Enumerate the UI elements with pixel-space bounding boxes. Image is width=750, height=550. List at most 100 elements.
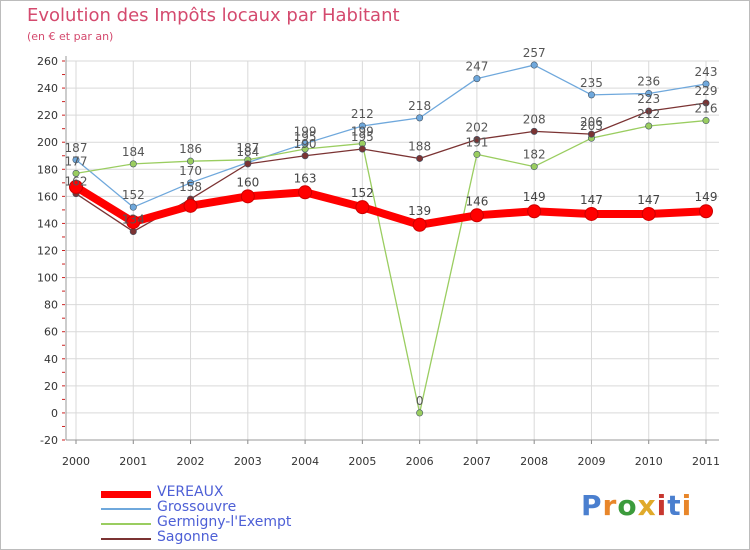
x-tick-label: 2003 [234,455,262,468]
y-tick-label: 120 [37,245,58,258]
data-point [129,203,137,211]
data-label: 202 [465,121,488,135]
data-label: 182 [523,148,546,162]
data-point [473,136,481,144]
data-point [416,154,424,162]
data-label: 147 [580,193,603,207]
x-tick-label: 2010 [635,455,663,468]
data-point [641,206,656,221]
data-point [69,179,83,194]
data-label: 188 [408,139,431,153]
data-point [702,99,710,107]
proxiti-logo: Proxiti [581,489,692,522]
data-point [244,160,252,168]
data-point [527,204,542,219]
logo-letter: t [667,489,682,522]
data-point [530,163,538,171]
data-label: 212 [637,107,660,121]
legend-label: Grossouvre [157,499,237,515]
data-label: 243 [695,65,718,79]
y-tick-label: 20 [44,380,58,393]
data-label: 139 [408,204,431,218]
data-label: 147 [637,193,660,207]
legend-label: Sagonne [157,529,219,545]
y-tick-label: -20 [40,434,58,447]
data-point [358,145,366,153]
data-point [645,122,653,130]
data-point [530,61,538,69]
data-label: 212 [351,107,374,121]
x-tick-label: 2004 [291,455,319,468]
y-tick-label: 200 [37,136,58,149]
y-tick-label: 60 [44,326,58,339]
y-tick-label: 260 [37,55,58,68]
data-label: 199 [351,125,374,139]
data-label: 229 [695,84,718,98]
legend-item: Germigny-l'Exempt [101,514,361,531]
data-label: 235 [580,76,603,90]
x-tick-label: 2000 [62,455,90,468]
data-point [702,117,710,125]
data-point [416,409,424,417]
data-label: 218 [408,99,431,113]
legend-swatch [101,490,151,498]
data-label: 152 [351,186,374,200]
data-point [473,75,481,83]
data-label: 208 [523,112,546,126]
data-label: 184 [236,145,259,159]
data-point [126,215,141,230]
data-label: 134 [122,213,145,227]
data-point [469,208,484,223]
data-label: 177 [65,154,88,168]
data-point [645,107,653,115]
data-point [301,145,309,153]
data-point [530,127,538,135]
data-point [416,114,424,122]
chart-subtitle: (en € et par an) [27,30,114,43]
data-point [72,156,80,164]
logo-letter: o [617,489,638,522]
data-point [187,179,195,187]
data-label: 146 [465,194,488,208]
data-point [473,150,481,158]
data-point [584,206,599,221]
data-label: 186 [179,142,202,156]
y-tick-label: 240 [37,82,58,95]
legend: VEREAUX Grossouvre Germigny-l'Exempt Sagonn… [101,484,361,546]
logo-letter: i [681,489,693,522]
legend-swatch [101,538,151,540]
x-tick-label: 2002 [177,455,205,468]
legend-swatch [101,523,151,525]
legend-item: VEREAUX [101,484,361,501]
x-tick-label: 2007 [463,455,491,468]
data-label: 0 [416,394,424,408]
series-line-germigny-l-exempt [75,119,707,414]
data-label: 187 [236,141,259,155]
legend-item: Grossouvre [101,499,361,516]
logo-letter: x [637,489,657,522]
x-tick-label: 2001 [119,455,147,468]
data-point [183,198,198,213]
data-point [355,200,370,215]
data-point [587,91,595,99]
data-label: 247 [465,60,488,74]
y-tick-label: 140 [37,217,58,230]
y-tick-label: 0 [51,407,58,420]
data-label: 191 [465,135,488,149]
data-label: 190 [294,137,317,151]
series-line-vereaux [72,182,710,229]
data-label: 160 [236,175,259,189]
data-label: 149 [523,190,546,204]
logo-letter: i [656,489,668,522]
y-tick-label: 80 [44,299,58,312]
y-tick-label: 160 [37,190,58,203]
x-tick-label: 2011 [692,455,720,468]
data-point [301,152,309,160]
data-point [129,228,137,236]
data-point [240,189,255,204]
chart-title: Evolution des Impôts locaux par Habitant [27,5,400,26]
data-label: 184 [122,145,145,159]
data-label: 187 [65,141,88,155]
y-tick-label: 100 [37,272,58,285]
